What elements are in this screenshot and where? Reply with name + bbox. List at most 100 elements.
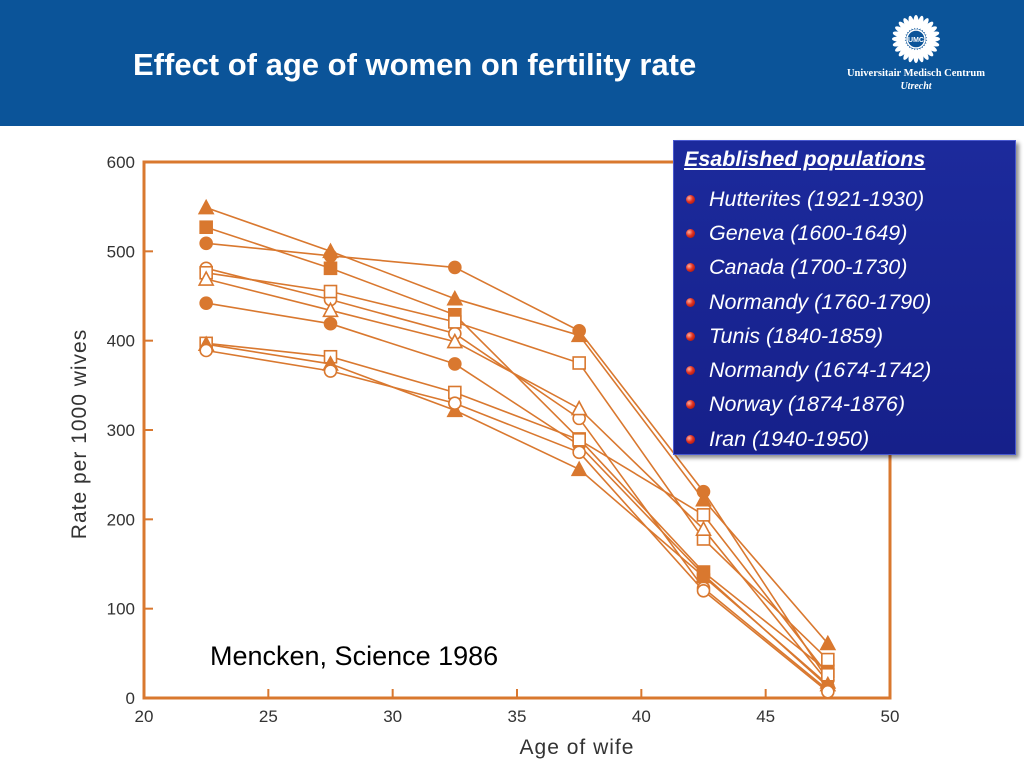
data-point <box>448 315 462 329</box>
data-point <box>446 289 464 306</box>
data-point <box>199 296 213 310</box>
data-point <box>448 260 462 275</box>
slide-header: Effect of age of women on fertility rate… <box>0 0 1024 126</box>
data-point <box>696 508 711 522</box>
logo-name: Universitair Medisch Centrum <box>846 68 986 79</box>
legend-item-label: Norway (1874-1876) <box>709 392 905 417</box>
data-point <box>323 316 338 331</box>
logo-petal <box>917 15 924 30</box>
y-axis-label: Rate per 1000 wives <box>68 329 91 539</box>
data-point <box>821 684 835 699</box>
y-tick-label: 400 <box>107 332 135 351</box>
y-tick-label: 0 <box>126 689 135 708</box>
data-point <box>197 198 215 215</box>
legend-item: Canada (1700-1730) <box>684 251 931 285</box>
data-point <box>696 583 711 598</box>
x-tick-label: 25 <box>259 707 278 726</box>
bullet-icon <box>686 331 695 341</box>
bullet-icon <box>686 263 695 273</box>
logo-badge: UMC <box>908 37 924 44</box>
data-point <box>199 220 213 235</box>
data-point <box>323 249 338 263</box>
legend-item: Geneva (1600-1649) <box>684 216 931 250</box>
logo-petal <box>903 47 912 60</box>
data-point <box>323 284 338 299</box>
y-tick-label: 300 <box>107 421 135 440</box>
logo-petal <box>898 21 910 33</box>
logo-petal <box>913 49 919 63</box>
data-point <box>821 652 835 667</box>
logo-petal <box>892 31 907 38</box>
data-point <box>696 484 711 499</box>
x-tick-label: 50 <box>881 707 900 726</box>
bullet-icon <box>686 297 695 307</box>
x-tick-label: 20 <box>135 707 154 726</box>
data-point <box>448 357 462 371</box>
bullet-icon <box>686 194 695 204</box>
y-tick-label: 500 <box>107 242 135 261</box>
legend-item: Hutterites (1921-1930) <box>684 182 931 216</box>
y-tick-label: 200 <box>107 510 135 529</box>
logo-petal <box>913 15 919 29</box>
bullet-icon <box>686 434 695 444</box>
x-tick-label: 40 <box>632 707 651 726</box>
sunflower-logo-icon: UMC <box>892 15 940 63</box>
series-line <box>206 242 829 681</box>
legend-box: Esablished populations Hutterites (1921-… <box>673 140 1016 455</box>
logo-petal <box>895 26 908 35</box>
legend-title: Esablished populations <box>684 147 926 171</box>
logo-petal <box>920 47 929 60</box>
x-axis-label: Age of wife <box>520 736 635 759</box>
series-line <box>206 342 829 676</box>
y-tick-label: 100 <box>107 600 135 619</box>
data-point <box>197 270 215 286</box>
logo-petal <box>924 26 937 35</box>
data-point <box>448 396 462 411</box>
series-line <box>206 278 829 683</box>
y-tick-label: 600 <box>107 153 135 172</box>
bullet-icon <box>686 366 695 376</box>
data-point <box>819 634 837 651</box>
legend-item-label: Tunis (1840-1859) <box>709 323 884 348</box>
x-tick-label: 30 <box>383 707 402 726</box>
data-point <box>570 399 588 416</box>
logo-petal <box>903 18 912 31</box>
logo-petal <box>924 43 937 52</box>
legend-item: Normandy (1760-1790) <box>684 285 931 319</box>
legend-item: Tunis (1840-1859) <box>684 319 931 353</box>
bullet-icon <box>686 228 695 238</box>
data-point <box>323 261 338 276</box>
logo-petal <box>895 43 908 52</box>
series-line <box>206 343 829 686</box>
logo-petal <box>922 21 934 33</box>
slide-title: Effect of age of women on fertility rate <box>133 47 697 82</box>
logo-petal <box>908 15 915 30</box>
data-point <box>695 490 712 507</box>
legend-list: Hutterites (1921-1930) Geneva (1600-1649… <box>684 182 931 456</box>
logo-petal <box>908 48 915 63</box>
data-point <box>572 433 586 447</box>
logo-city: Utrecht <box>900 81 932 92</box>
legend-item-label: Geneva (1600-1649) <box>709 220 908 245</box>
logo-petal <box>892 40 907 47</box>
legend-item: Normandy (1674-1742) <box>684 353 931 387</box>
logo-petal <box>892 36 906 42</box>
data-point <box>446 332 464 349</box>
data-point <box>695 520 712 536</box>
logo-petal <box>922 45 934 57</box>
legend-item: Iran (1940-1950) <box>684 422 931 456</box>
data-point <box>199 236 213 251</box>
data-point <box>695 567 712 584</box>
logo-petal <box>898 45 910 57</box>
legend-item: Norway (1874-1876) <box>684 388 931 422</box>
legend-item-label: Canada (1700-1730) <box>709 255 908 280</box>
legend-item-label: Iran (1940-1950) <box>709 426 870 451</box>
legend-item-label: Hutterites (1921-1930) <box>709 186 925 211</box>
data-point <box>570 460 588 477</box>
series-line <box>206 302 829 687</box>
logo-petal <box>925 31 940 38</box>
logo-petal <box>925 40 940 47</box>
series-line <box>206 349 829 693</box>
data-point <box>199 343 213 358</box>
data-point <box>323 364 338 378</box>
